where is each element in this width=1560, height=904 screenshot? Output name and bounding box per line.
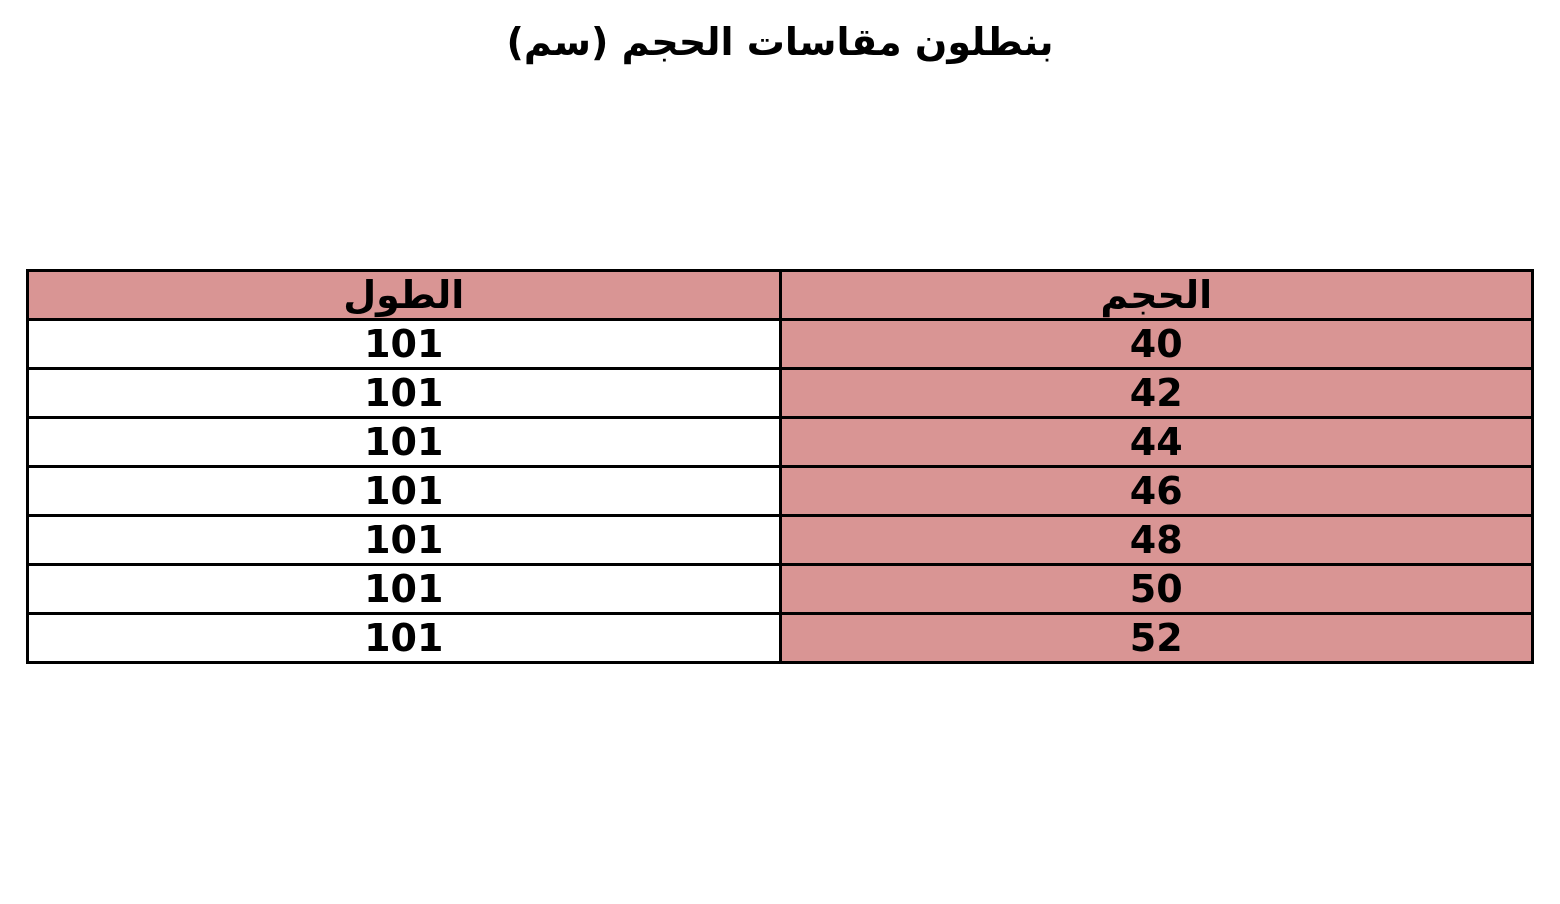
table-row: 101 52	[26, 612, 1534, 664]
table-row: 101 46	[26, 465, 1534, 517]
table-row: 101 50	[26, 563, 1534, 615]
header-length: الطول	[26, 269, 782, 321]
length-cell: 101	[26, 465, 782, 517]
length-cell: 101	[26, 367, 782, 419]
header-size: الحجم	[778, 269, 1534, 321]
size-cell: 40	[778, 318, 1534, 370]
size-cell: 52	[778, 612, 1534, 664]
length-cell: 101	[26, 563, 782, 615]
table-row: 101 42	[26, 367, 1534, 419]
length-cell: 101	[26, 416, 782, 468]
length-cell: 101	[26, 514, 782, 566]
size-cell: 46	[778, 465, 1534, 517]
table-row: 101 48	[26, 514, 1534, 566]
page-title: بنطلون مقاسات الحجم (سم)	[506, 20, 1054, 64]
length-cell: 101	[26, 318, 782, 370]
size-cell: 50	[778, 563, 1534, 615]
table-row: 101 44	[26, 416, 1534, 468]
size-cell: 48	[778, 514, 1534, 566]
table-row: 101 40	[26, 318, 1534, 370]
table-header-row: الطول الحجم	[26, 269, 1534, 321]
size-cell: 44	[778, 416, 1534, 468]
length-cell: 101	[26, 612, 782, 664]
size-cell: 42	[778, 367, 1534, 419]
size-table: الطول الحجم 101 40 101 42 101 44 101 46 101 48 101…	[26, 269, 1534, 664]
